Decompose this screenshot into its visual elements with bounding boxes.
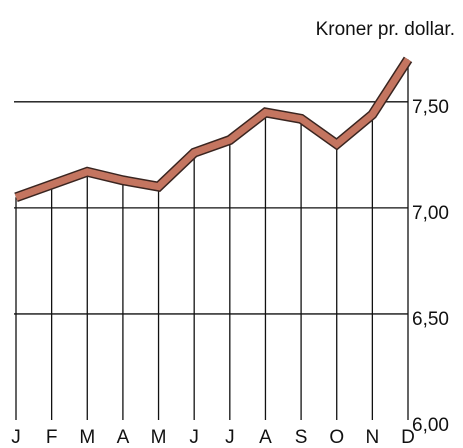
x-tick-label: J xyxy=(189,427,199,448)
x-tick-label: O xyxy=(329,427,344,448)
x-tick-label: M xyxy=(151,427,167,448)
x-tick-label: A xyxy=(117,427,130,448)
y-tick-label: 6,00 xyxy=(412,415,449,436)
x-tick-label: A xyxy=(259,427,272,448)
x-tick-label: N xyxy=(365,427,379,448)
x-tick-label: D xyxy=(401,427,415,448)
y-tick-label: 6,50 xyxy=(412,309,449,330)
y-tick-label: 7,50 xyxy=(412,97,449,118)
x-tick-label: F xyxy=(46,427,58,448)
line xyxy=(14,57,411,201)
x-tick-label: M xyxy=(79,427,95,448)
x-tick-label: S xyxy=(295,427,308,448)
y-axis-label: Kroner pr. dollar. xyxy=(316,19,455,40)
y-tick-label: 7,00 xyxy=(412,203,449,224)
x-tick-label: J xyxy=(11,427,21,448)
x-tick-label: J xyxy=(225,427,235,448)
